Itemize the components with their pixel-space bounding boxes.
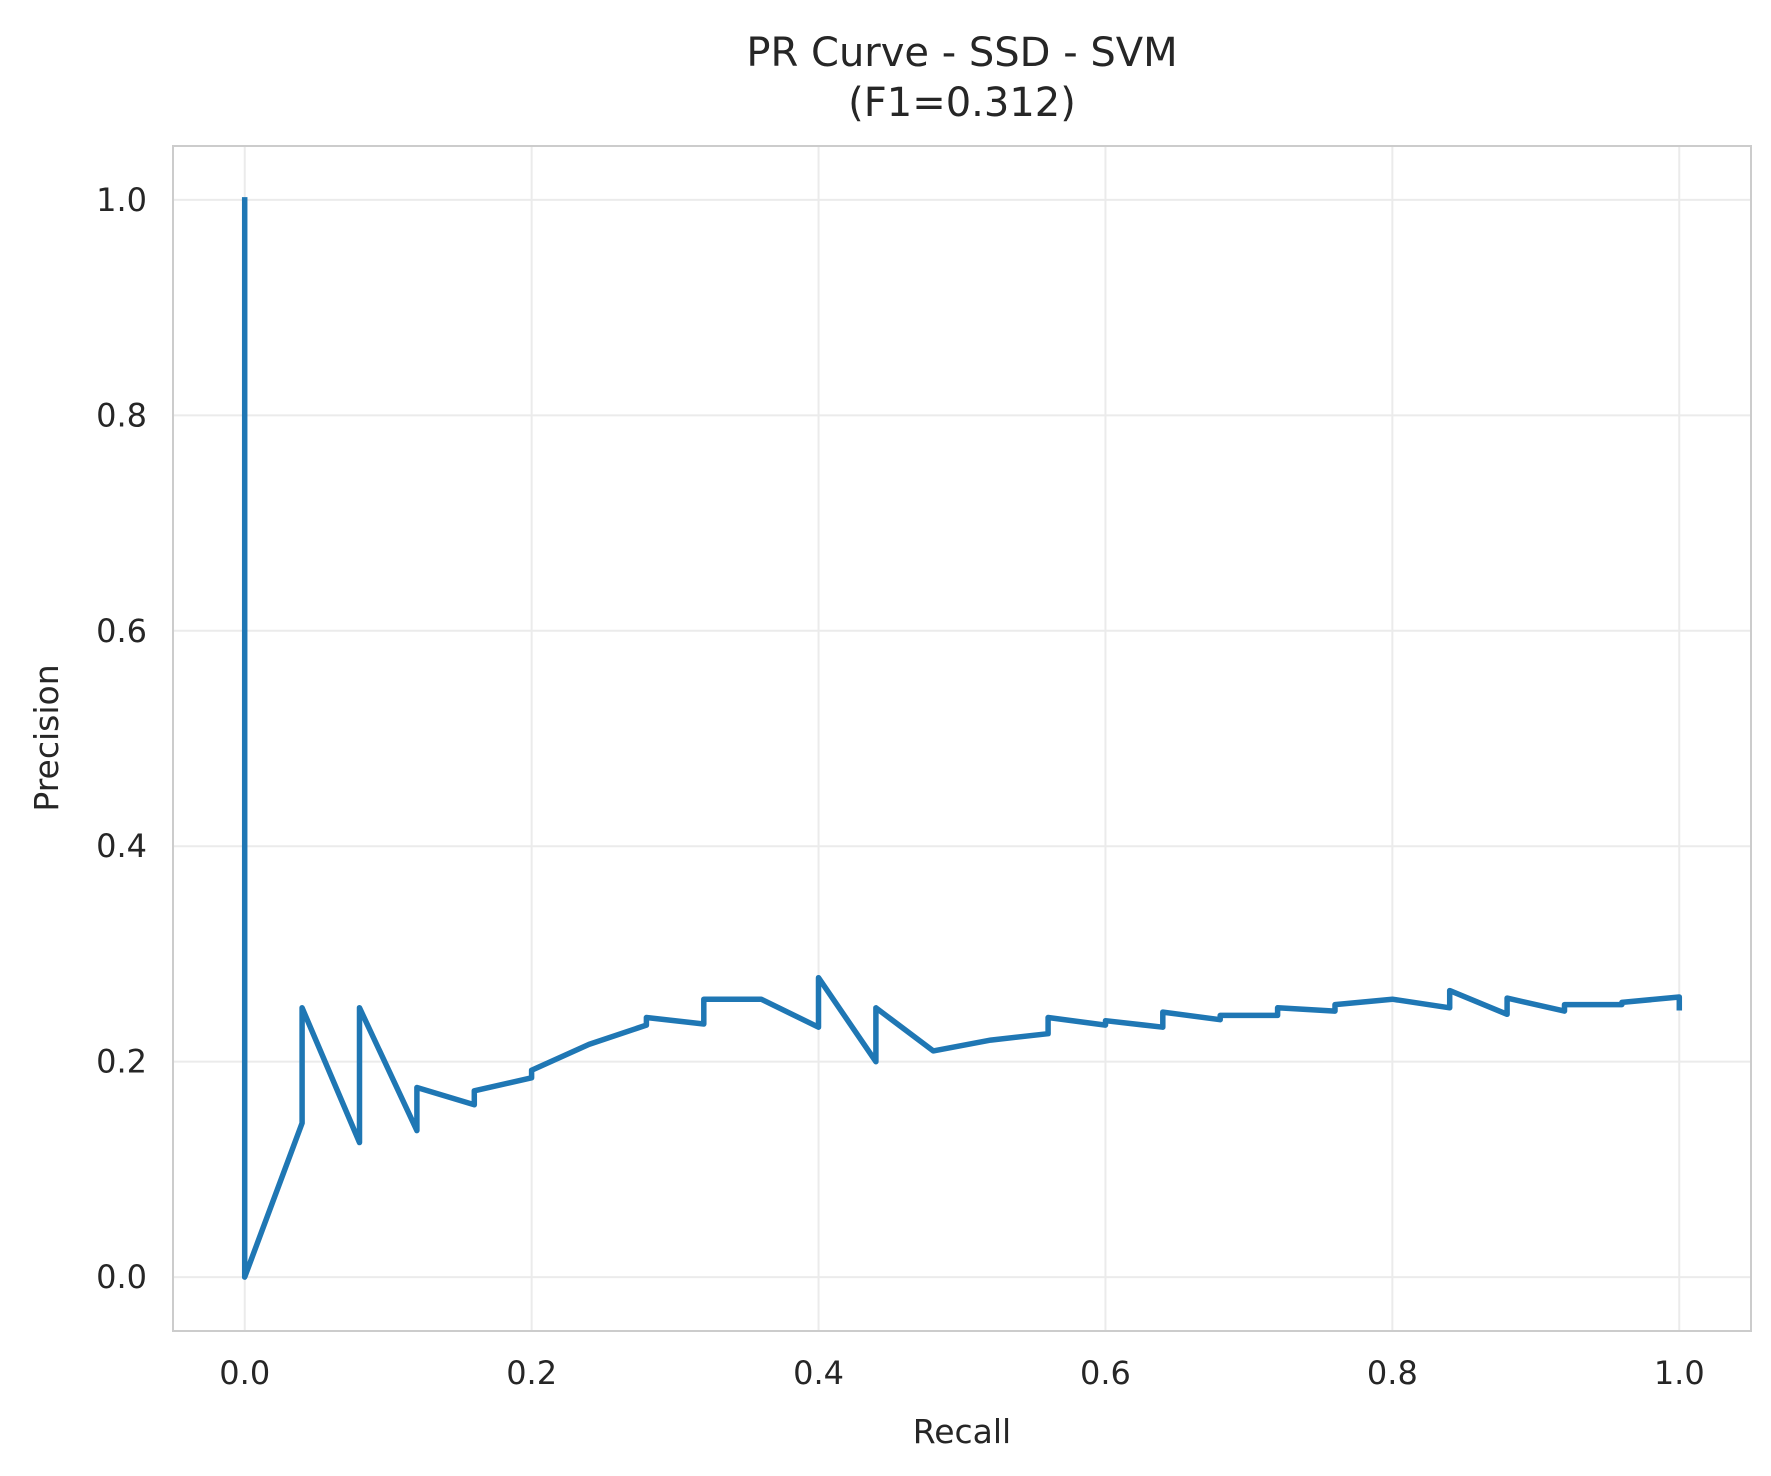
series-layer: [241, 197, 1683, 1280]
y-tick-label: 0.8: [96, 396, 147, 434]
x-axis-label: Recall: [913, 1412, 1011, 1451]
y-tick-label: 0.2: [96, 1043, 147, 1081]
x-tick-label: 0.6: [1080, 1354, 1131, 1392]
grid-layer: [173, 146, 1751, 1331]
tick-labels: 0.0 0.2 0.4 0.6 0.8 1.0 0.0 0.2 0.4 0.6 0.8 1.0: [96, 181, 1705, 1392]
plot-frame: [172, 145, 1752, 1332]
y-tick-label: 1.0: [96, 181, 147, 219]
y-axis-label: Precision: [27, 664, 66, 811]
y-tick-label: 0.4: [96, 827, 147, 865]
x-tick-label: 1.0: [1654, 1354, 1705, 1392]
pr-curve-line: [241, 197, 1683, 1280]
x-tick-label: 0.2: [506, 1354, 557, 1392]
x-tick-label: 0.0: [219, 1354, 270, 1392]
x-tick-label: 0.8: [1367, 1354, 1418, 1392]
y-tick-label: 0.0: [96, 1258, 147, 1296]
y-tick-label: 0.6: [96, 612, 147, 650]
chart-subtitle: (F1=0.312): [848, 80, 1076, 126]
chart-title: PR Curve - SSD - SVM: [746, 30, 1177, 76]
x-tick-label: 0.4: [793, 1354, 844, 1392]
